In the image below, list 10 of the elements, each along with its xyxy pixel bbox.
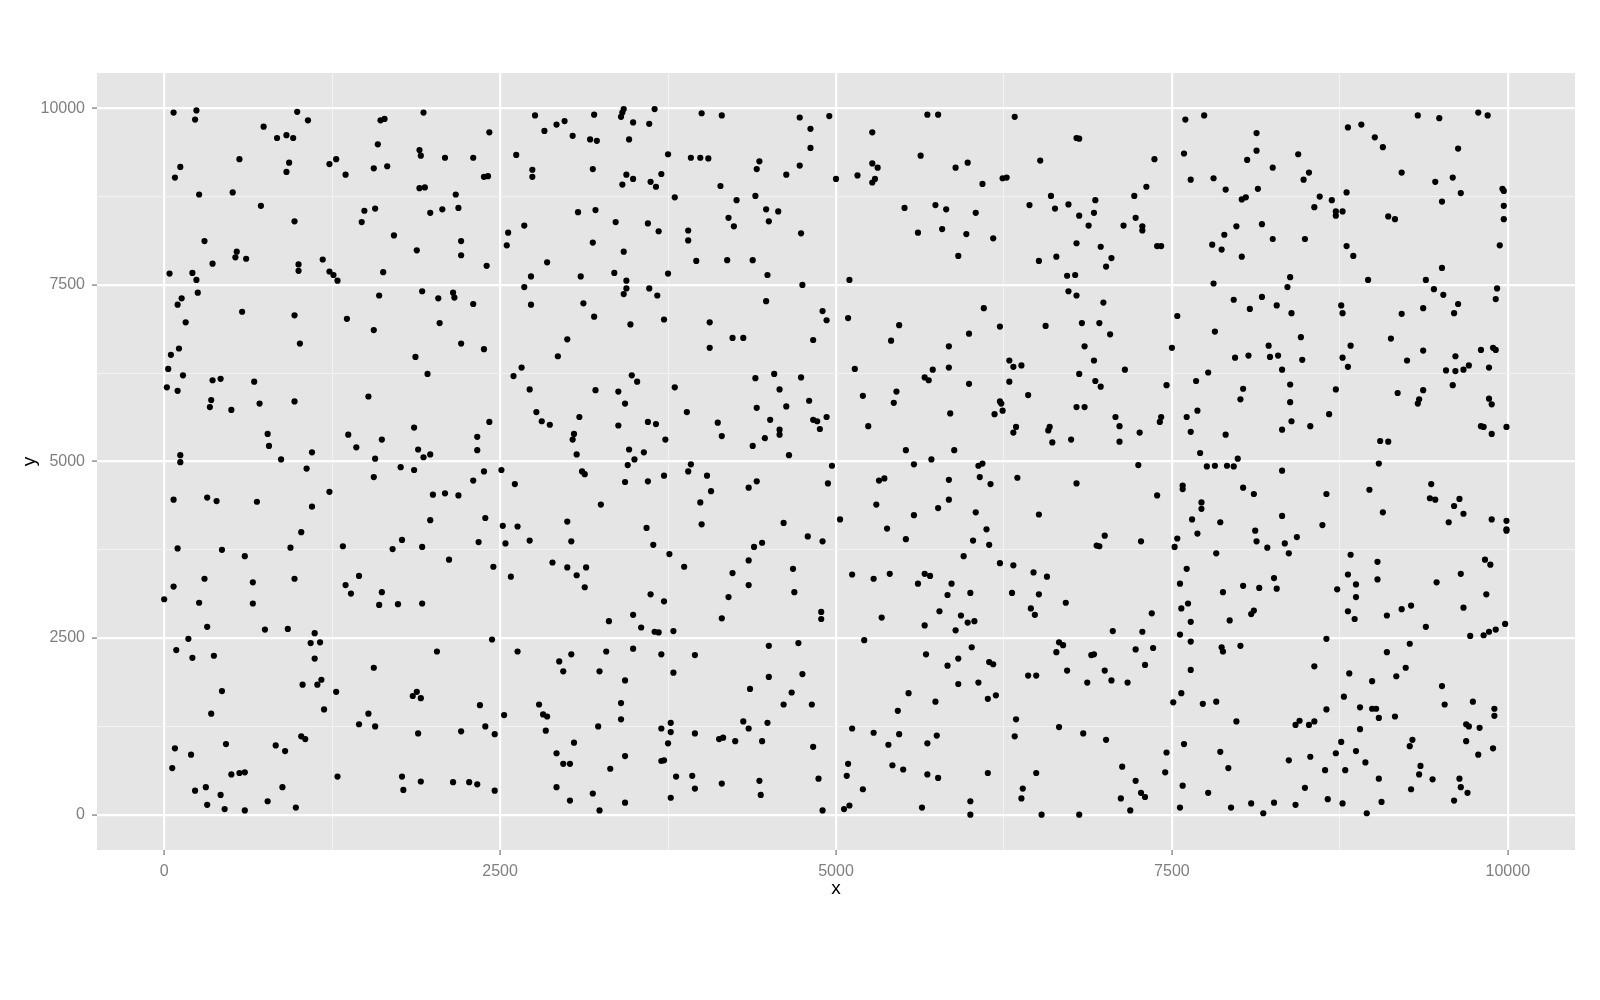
y-axis-title: y	[17, 456, 39, 467]
y-tick-label: 2500	[49, 628, 86, 646]
x-tick-label: 7500	[1154, 862, 1190, 880]
x-tick-label: 0	[159, 862, 169, 880]
y-tick-label: 10000	[40, 98, 86, 116]
y-tick-label: 7500	[49, 275, 86, 293]
x-tick-label: 10000	[1485, 862, 1531, 880]
y-tick-label: 5000	[49, 451, 86, 469]
y-tick-label: 0	[76, 805, 86, 823]
x-tick-label: 2500	[482, 862, 518, 880]
